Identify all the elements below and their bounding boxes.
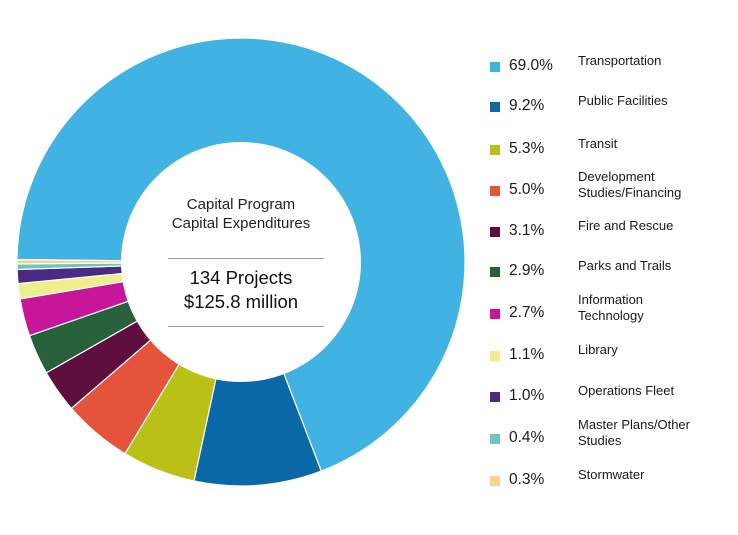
- donut-hole: [121, 142, 361, 382]
- legend-label: Parks and Trails: [578, 258, 671, 274]
- legend-label-line: Information: [578, 292, 644, 307]
- legend-label-line: Technology: [578, 308, 644, 323]
- legend-percent: 1.0%: [509, 387, 545, 404]
- legend-label-line: Master Plans/Other: [578, 417, 690, 432]
- legend-label-line: Library: [578, 342, 618, 357]
- legend-label-line: Fire and Rescue: [578, 218, 674, 233]
- legend-percent: 0.3%: [509, 471, 545, 488]
- center-divider-top: [168, 258, 324, 259]
- center-title-line-2: Capital Expenditures: [171, 215, 311, 232]
- legend-percent: 5.0%: [509, 181, 545, 198]
- legend-label-line: Development: [578, 169, 655, 184]
- slice-stormwater: [16, 259, 124, 265]
- legend-percent: 3.1%: [509, 222, 545, 239]
- center-projects-count: 134 Projects: [189, 267, 293, 288]
- legend-label: Stormwater: [578, 467, 644, 483]
- donut-slices: [16, 37, 466, 487]
- legend-swatch: [490, 309, 500, 319]
- legend-percent: 1.1%: [509, 346, 545, 363]
- legend-label: Information Technology: [578, 292, 644, 324]
- center-title: Capital Program Capital Expenditures: [141, 195, 341, 233]
- legend-label-line: Parks and Trails: [578, 258, 672, 273]
- legend-label-line: Operations Fleet: [578, 383, 675, 398]
- legend-swatch: [490, 476, 500, 486]
- legend-swatch: [490, 186, 500, 196]
- center-total-amount: $125.8 million: [183, 291, 299, 312]
- legend-label: Transportation: [578, 53, 661, 69]
- legend-percent: 2.7%: [509, 304, 545, 321]
- legend-label: Master Plans/Other Studies: [578, 417, 690, 449]
- legend-label: Transit: [578, 136, 617, 152]
- legend-label: Public Facilities: [578, 93, 668, 109]
- legend-swatch: [490, 392, 500, 402]
- legend-percent: 2.9%: [509, 262, 545, 279]
- legend-label-line: Studies/Financing: [578, 185, 682, 200]
- center-divider-bottom: [168, 326, 324, 327]
- legend-swatch: [490, 145, 500, 155]
- legend-percent: 9.2%: [509, 97, 545, 114]
- legend-label-line: Studies: [578, 433, 622, 448]
- legend-swatch: [490, 267, 500, 277]
- legend-label-line: Transit: [578, 136, 618, 151]
- legend-swatch: [490, 434, 500, 444]
- legend-label-line: Transportation: [578, 53, 662, 68]
- legend-label: Library: [578, 342, 618, 358]
- legend-label-line: Public Facilities: [578, 93, 668, 108]
- legend-label: Fire and Rescue: [578, 218, 673, 234]
- legend-percent: 0.4%: [509, 429, 545, 446]
- legend-label-line: Stormwater: [578, 467, 645, 482]
- legend-swatch: [490, 227, 500, 237]
- legend-swatch: [490, 351, 500, 361]
- legend-swatch: [490, 102, 500, 112]
- legend-label: Development Studies/Financing: [578, 169, 681, 201]
- legend-percent: 5.3%: [509, 140, 545, 157]
- legend-percent: 69.0%: [509, 57, 553, 74]
- legend-swatch: [490, 62, 500, 72]
- legend-label: Operations Fleet: [578, 383, 674, 399]
- center-title-line-1: Capital Program: [186, 196, 296, 213]
- center-stats: 134 Projects $125.8 million: [141, 266, 341, 314]
